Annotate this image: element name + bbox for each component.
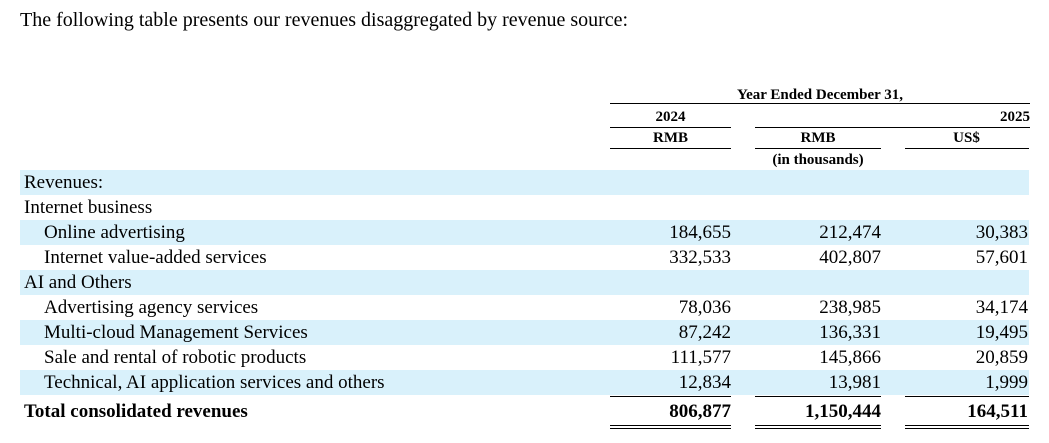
units-label: (in thousands) <box>772 152 864 168</box>
total-double-rule-2025-usd <box>905 425 1029 429</box>
period-rule <box>610 103 1030 104</box>
value-2025-rmb: 13,981 <box>828 372 881 393</box>
table-row-advertising-agency-services: Advertising agency services 78,036 238,9… <box>20 295 1029 320</box>
value-2025-usd: 1,999 <box>985 372 1028 393</box>
subtotal-rule-2025-usd <box>905 396 1029 397</box>
year-2024-rule <box>610 127 731 128</box>
table-row-revenues-heading: Revenues: <box>20 170 1029 195</box>
currency-usd-rule <box>905 148 1029 149</box>
value-2025-usd: 164,511 <box>967 401 1028 422</box>
value-2025-rmb: 136,331 <box>819 322 881 343</box>
total-double-rule-2024 <box>610 425 731 429</box>
value-2024-rmb: 111,577 <box>670 347 731 368</box>
value-2025-usd: 19,495 <box>975 322 1028 343</box>
value-2025-usd: 34,174 <box>975 297 1028 318</box>
row-label: Multi-cloud Management Services <box>44 322 308 343</box>
row-label: AI and Others <box>24 272 132 293</box>
row-label: Total consolidated revenues <box>24 401 248 422</box>
value-2025-rmb: 238,985 <box>819 297 881 318</box>
year-2025-header: 2025 <box>1000 109 1030 125</box>
total-double-rule-2025-rmb <box>755 425 881 429</box>
currency-usd-header: US$ <box>953 130 980 146</box>
value-2025-rmb: 145,866 <box>819 347 881 368</box>
currency-rmb-2025-header: RMB <box>800 130 836 146</box>
row-label: Technical, AI application services and o… <box>44 372 385 393</box>
currency-rmb-2025-rule <box>755 148 881 149</box>
row-label: Advertising agency services <box>44 297 259 318</box>
value-2025-usd: 20,859 <box>975 347 1028 368</box>
table-row-sale-and-rental-of-robotic-products: Sale and rental of robotic products 111,… <box>20 345 1029 370</box>
table-row-internet-value-added-services: Internet value-added services 332,533 40… <box>20 245 1029 270</box>
subtotal-rule-2024 <box>610 396 731 397</box>
table-row-technical-ai-application-services: Technical, AI application services and o… <box>20 370 1029 395</box>
value-2024-rmb: 184,655 <box>669 222 731 243</box>
year-2024-header: 2024 <box>655 109 686 125</box>
period-header: Year Ended December 31, <box>736 87 904 103</box>
value-2025-rmb: 212,474 <box>819 222 881 243</box>
value-2024-rmb: 87,242 <box>678 322 731 343</box>
row-label: Online advertising <box>44 222 185 243</box>
row-label: Internet value-added services <box>44 247 267 268</box>
table-row-internet-business-heading: Internet business <box>20 195 1029 220</box>
value-2025-usd: 57,601 <box>975 247 1028 268</box>
table-row-online-advertising: Online advertising 184,655 212,474 30,38… <box>20 220 1029 245</box>
value-2024-rmb: 806,877 <box>669 401 731 422</box>
value-2025-usd: 30,383 <box>975 222 1028 243</box>
value-2024-rmb: 332,533 <box>669 247 731 268</box>
currency-rmb-2024-header: RMB <box>653 130 688 146</box>
row-label: Revenues: <box>24 172 104 193</box>
value-2025-rmb: 402,807 <box>819 247 881 268</box>
subtotal-rule-2025-rmb <box>755 396 881 397</box>
row-label: Internet business <box>24 197 153 218</box>
table-row-ai-and-others-heading: AI and Others <box>20 270 1029 295</box>
value-2024-rmb: 12,834 <box>678 372 731 393</box>
row-label: Sale and rental of robotic products <box>44 347 307 368</box>
year-2025-rule <box>755 127 1030 128</box>
value-2025-rmb: 1,150,444 <box>805 401 881 422</box>
currency-rmb-2024-rule <box>610 148 731 149</box>
intro-text: The following table presents our revenue… <box>20 9 629 31</box>
value-2024-rmb: 78,036 <box>678 297 731 318</box>
table-row-multi-cloud-management-services: Multi-cloud Management Services 87,242 1… <box>20 320 1029 345</box>
table-row-total-consolidated-revenues: Total consolidated revenues 806,877 1,15… <box>20 399 1029 424</box>
